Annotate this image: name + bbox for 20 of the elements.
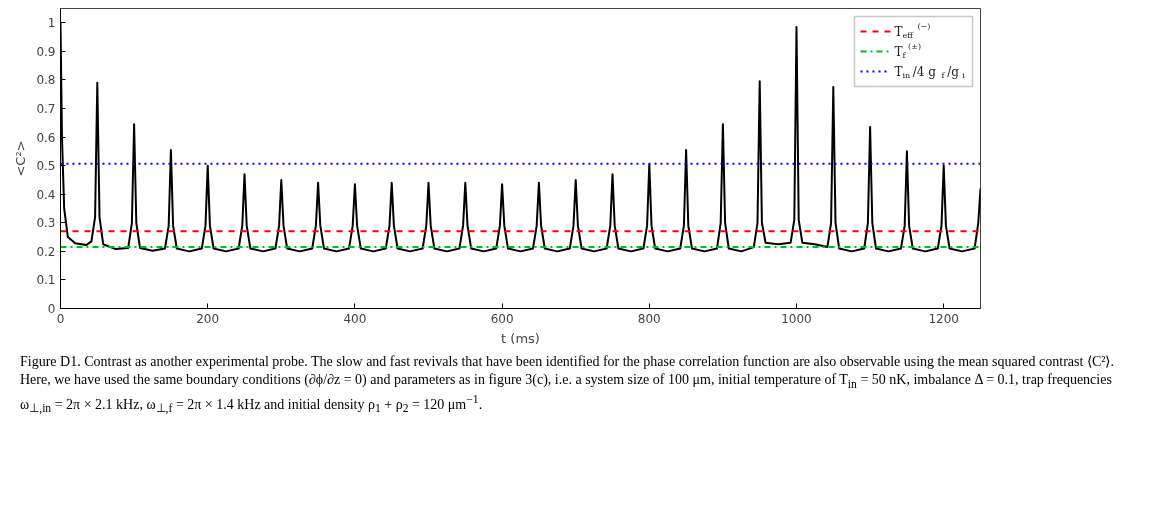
y-tick-label: 0.9 bbox=[36, 44, 56, 59]
x-tick-label: 1000 bbox=[781, 311, 812, 326]
y-tick-label: 1 bbox=[47, 16, 56, 31]
x-tick-label: 1200 bbox=[928, 311, 959, 326]
y-tick-label: 0.7 bbox=[36, 102, 56, 116]
y-tick-label: 0.5 bbox=[36, 159, 56, 174]
y-tick-label: 0.2 bbox=[36, 244, 56, 259]
y-tick-label: 0.6 bbox=[36, 130, 56, 145]
y-tick-label: 0 bbox=[47, 302, 56, 316]
y-tick-label: 0.4 bbox=[36, 187, 56, 202]
x-tick-label: 400 bbox=[343, 311, 367, 326]
y-axis-title: <C²> bbox=[13, 140, 29, 177]
text: Figure D1. Contrast as another experimental probe. The slow and fast revivals that have been identified for the phase correlation function are also observable using the mean squared contrast ⟨C²⟩. Here, we have used the same boundary conditions (∂ϕ/∂z = 0) and parameters as in figure 3(c), i.e. a system size of 100 μm, initial temperature of T$_{in}$ = 50 nK, imbalance Δ = 0.1, trap frequencies ω$_{⊥,in}$ = 2π × 2.1 kHz, ω$_{⊥,f}$ = 2π × 1.4 kHz and initial density ρ$_{1}$ + ρ$_{2}$ = 120 μm$^{−1}$. bbox=[20, 354, 1114, 416]
x-tick-label: 600 bbox=[490, 311, 514, 326]
y-tick-label: 0.1 bbox=[36, 273, 56, 288]
y-tick-label: 0.8 bbox=[36, 73, 56, 88]
x-tick-label: 800 bbox=[637, 311, 661, 326]
x-axis-title: t (ms) bbox=[501, 330, 540, 346]
y-tick-label: 0.3 bbox=[36, 216, 56, 231]
x-tick-label: 200 bbox=[196, 311, 220, 326]
